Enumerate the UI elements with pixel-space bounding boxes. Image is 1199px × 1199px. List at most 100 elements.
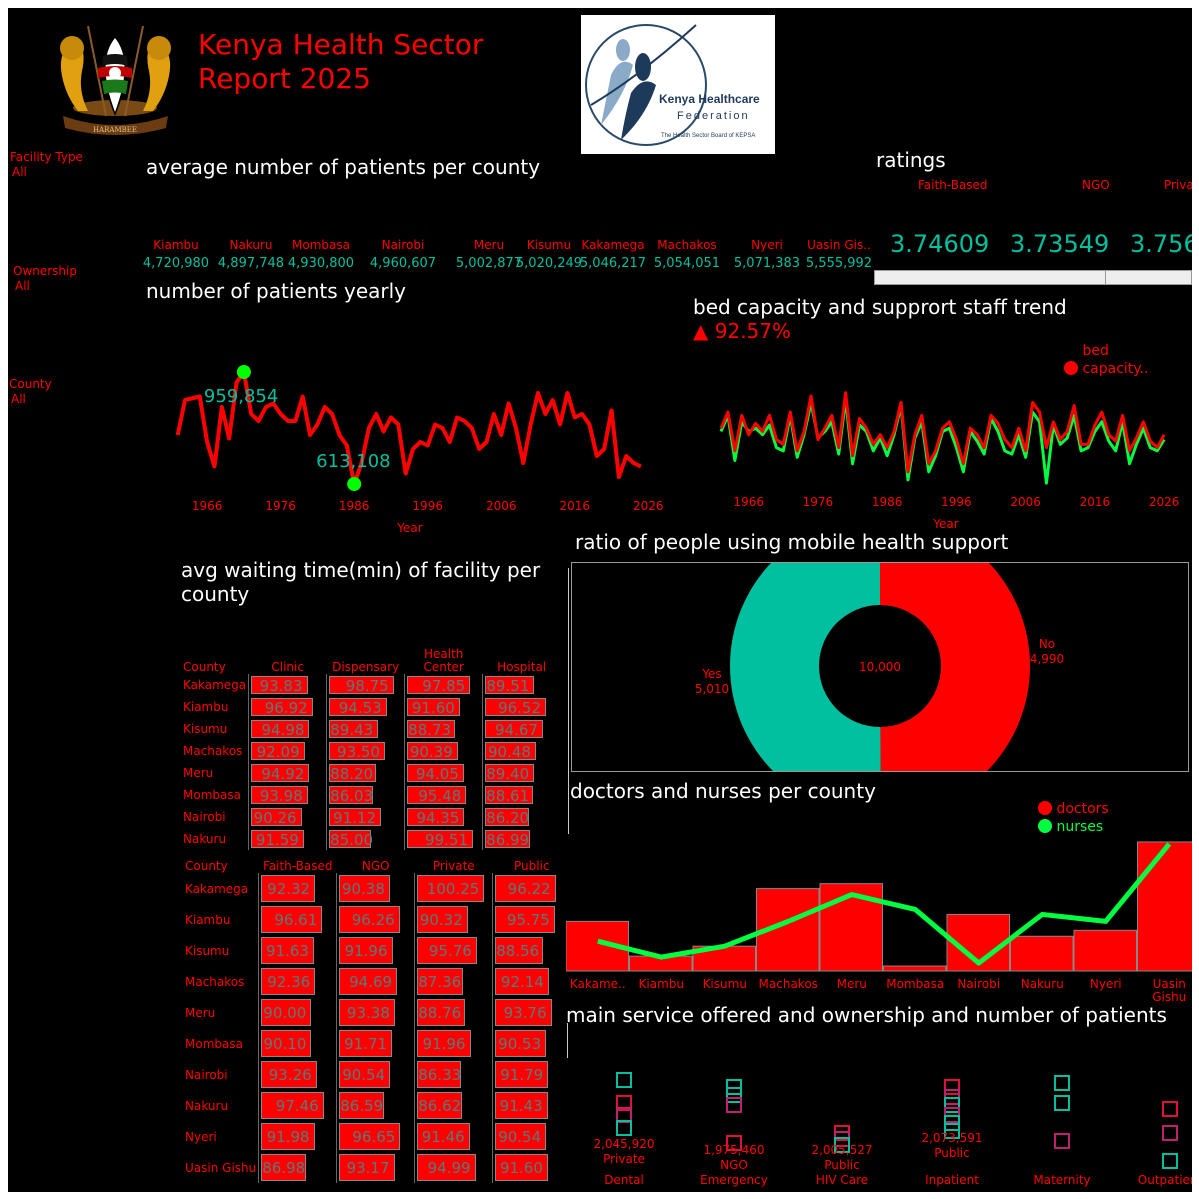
ownership-table-header-private[interactable]: Private — [432, 859, 475, 873]
ownership-table-cell: 86.98 — [258, 1152, 337, 1183]
service-marker-outpatient-0 — [1162, 1101, 1178, 1117]
legend-bed-capacity-label: bed capacity.. — [1082, 343, 1149, 377]
doctors-nurses-legend[interactable]: doctors nurses — [1038, 800, 1109, 836]
slicer-facility-type-label: Facility Type — [10, 150, 83, 164]
ownership-table-row-label: Meru — [185, 1005, 216, 1020]
ownership-table-cell-value: 93.38 — [339, 999, 395, 1026]
x-tick-2016: 2016 — [559, 499, 590, 513]
facility-table-row-label: Nakuru — [183, 832, 227, 846]
service-marker-dental-0 — [616, 1072, 632, 1088]
slicer-ownership[interactable]: Ownership All — [13, 264, 77, 294]
facility-table-row-nakuru: Nakuru 91.59 85.00 99.51 86.99 — [181, 828, 561, 850]
ownership-table-cell-value: 90.54 — [495, 1123, 547, 1150]
ratings-scrollbar-thumb[interactable] — [1105, 271, 1106, 284]
service-marker-maternity-0 — [1054, 1075, 1070, 1091]
facility-table-cell-value: 94.35 — [407, 808, 465, 827]
facility-table-cell-value: 86.99 — [485, 830, 531, 849]
page-title: Kenya Health Sector Report 2025 — [198, 28, 483, 96]
facility-table-row-kisumu: Kisumu 94.98 89.43 88.73 94.67 — [181, 718, 561, 740]
slicer-county-value[interactable]: All — [11, 392, 26, 406]
page-title-line1: Kenya Health Sector — [198, 28, 484, 61]
service-marker-emergency-1 — [726, 1087, 742, 1103]
ratings-scrollbar[interactable] — [874, 270, 1192, 285]
ownership-table-row-label: Nakuru — [185, 1098, 229, 1113]
legend-nurses[interactable]: nurses — [1038, 818, 1109, 836]
service-marker-dental-3 — [616, 1120, 632, 1136]
doctors-x-label-uasin-gishu: Uasin — [1153, 977, 1186, 991]
ownership-table-cell-value: 96.61 — [261, 906, 323, 933]
ownership-table-cell: 91.46 — [414, 1121, 493, 1152]
county-name-machakos: Machakos — [657, 238, 717, 252]
county-value-kisumu: 5,020,249 — [515, 256, 583, 271]
ownership-table-cell: 90.00 — [258, 997, 337, 1028]
ownership-table-cell-value: 91.60 — [495, 1154, 548, 1181]
facility-table-cell: 91.12 — [326, 806, 405, 828]
ownership-table-cell-value: 90.54 — [339, 1061, 391, 1088]
doctors-bar-mombasa — [883, 965, 947, 972]
facility-table-cell-value: 93.50 — [329, 742, 385, 761]
slicer-county[interactable]: County All — [9, 377, 52, 407]
ownership-table-cell-value: 92.32 — [261, 875, 316, 902]
donut-label-yes-value: 5,010 — [695, 682, 729, 696]
facility-table-row-label: Mombasa — [183, 788, 241, 802]
doctors-x-label-nakuru: Nakuru — [1021, 977, 1064, 991]
facility-table-cell: 94.92 — [248, 762, 327, 784]
legend-doctors-label: doctors — [1056, 801, 1109, 817]
bed-x-tick-1986: 1986 — [872, 495, 903, 509]
waiting-table1-edge — [568, 568, 569, 834]
doctors-x-label-mombasa: Mombasa — [886, 977, 944, 991]
facility-table-cell: 94.53 — [326, 696, 405, 718]
facility-table-row-label: Meru — [183, 766, 214, 780]
facility-table-row-label: Kisumu — [183, 722, 228, 736]
min-point-marker — [347, 477, 362, 491]
min-point-label: 613,108 — [316, 451, 390, 472]
slicer-ownership-value[interactable]: All — [15, 279, 30, 293]
ratings-title: ratings — [876, 148, 946, 172]
ownership-table-cell: 96.26 — [336, 904, 415, 935]
county-name-kisumu: Kisumu — [526, 238, 572, 252]
ownership-table-row-label: Machakos — [185, 974, 245, 989]
ownership-table-row-kisumu: Kisumu 91.63 91.96 95.76 88.56 — [183, 935, 571, 966]
service-category-outpatient: Outpatient — [1138, 1173, 1192, 1187]
ownership-table-cell: 88.76 — [414, 997, 493, 1028]
service-marker-maternity-2 — [1054, 1133, 1070, 1149]
facility-table-header-row: County Clinic Dispensary Health Center Hospi… — [181, 648, 561, 674]
facility-table-cell: 94.05 — [404, 762, 483, 784]
bed-capacity-legend[interactable]: bed capacity.. — [1064, 342, 1184, 378]
ownership-table-header-faith-based[interactable]: Faith-Based — [262, 859, 333, 873]
ownership-table-row-nakuru: Nakuru 97.46 86.59 86.62 91.43 — [183, 1090, 571, 1121]
facility-table-header-clinic[interactable]: Clinic — [271, 660, 304, 674]
facility-table-cell-value: 97.85 — [407, 676, 471, 695]
facility-table-row-label: Machakos — [183, 744, 243, 758]
facility-table-cell: 98.75 — [326, 674, 405, 696]
service-marker-hiv-care-2 — [834, 1137, 850, 1153]
facility-table-row-label: Kakamega — [183, 678, 247, 692]
facility-table-header-health-center[interactable]: Health Center — [423, 647, 464, 674]
ownership-table-cell-value: 93.26 — [261, 1061, 317, 1088]
facility-table-cell: 91.60 — [404, 696, 483, 718]
ownership-table-cell-value: 86.98 — [261, 1154, 307, 1181]
county-name-kiambu: Kiambu — [153, 238, 199, 252]
facility-table-header-county[interactable]: County — [183, 660, 226, 674]
logo-text-3: The Health Sector Board of KEPSA — [661, 133, 755, 139]
ownership-table-header-public[interactable]: Public — [513, 859, 550, 873]
county-value-kakamega: 5,046,217 — [579, 256, 647, 271]
bed-capacity-title: bed capacity and supprort staff trend — [693, 295, 1067, 319]
facility-table-cell: 91.59 — [248, 828, 327, 850]
ownership-table-cell: 96.61 — [258, 904, 337, 935]
ownership-table-header-ngo[interactable]: NGO — [361, 859, 390, 873]
service-data-value-0: 2,045,920 — [593, 1137, 654, 1151]
legend-doctors[interactable]: doctors — [1038, 800, 1109, 818]
facility-table-header-dispensary[interactable]: Dispensary — [332, 660, 400, 674]
ownership-table-cell-value: 93.76 — [495, 999, 552, 1026]
bed-x-tick-2016: 2016 — [1080, 495, 1111, 509]
slicer-facility-type[interactable]: Facility Type All — [10, 150, 83, 180]
ownership-table-header-county[interactable]: County — [185, 859, 228, 873]
ownership-table-cell: 86.33 — [414, 1059, 493, 1090]
service-marker-outpatient-1 — [1162, 1125, 1178, 1141]
main-service-edge — [567, 1023, 568, 1058]
county-name-nyeri: Nyeri — [751, 238, 783, 252]
slicer-facility-type-value[interactable]: All — [12, 165, 27, 179]
facility-table-header-hospital[interactable]: Hospital — [497, 660, 547, 674]
